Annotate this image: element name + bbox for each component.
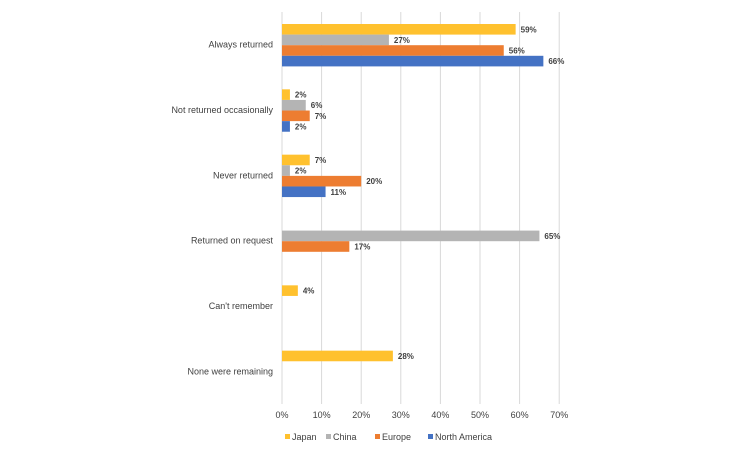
- bar-china: [282, 165, 290, 176]
- x-tick-label: 20%: [352, 410, 370, 420]
- data-label: 59%: [521, 25, 537, 34]
- data-label: 27%: [394, 36, 410, 45]
- bar-china: [282, 230, 540, 242]
- gridlines: [281, 12, 560, 404]
- data-label: 65%: [544, 232, 560, 241]
- category-label: Never returned: [213, 170, 273, 180]
- bar-japan: [282, 89, 290, 100]
- category-label: Always returned: [208, 40, 273, 50]
- x-tick-label: 60%: [511, 410, 529, 420]
- legend-swatch: [428, 434, 433, 439]
- x-axis-tick-labels: 0% 10% 20% 30% 40% 50% 60% 70%: [275, 410, 568, 420]
- x-tick-label: 30%: [392, 410, 410, 420]
- bar-japan: [282, 350, 393, 362]
- data-label: 7%: [315, 112, 327, 121]
- legend-label: North America: [435, 432, 492, 442]
- data-label: 2%: [295, 167, 307, 176]
- data-label: 56%: [509, 47, 525, 56]
- bar-japan: [282, 154, 310, 166]
- bar-europe: [282, 45, 504, 56]
- bar-series: 59% 2% 7% 4% 28% 27% 6% 2% 65% 56% 7% 20% 17% 66% 2% 11…: [282, 24, 564, 362]
- data-label: 4%: [303, 287, 315, 296]
- legend-swatch: [375, 434, 380, 439]
- bar-china: [282, 34, 389, 46]
- category-label: Returned on request: [191, 236, 274, 246]
- bar-north-america: [282, 55, 544, 67]
- legend-swatch: [285, 434, 290, 439]
- x-tick-label: 50%: [471, 410, 489, 420]
- legend: Japan China Europe North America: [285, 432, 492, 442]
- bar-china: [282, 99, 306, 111]
- bar-europe: [282, 110, 310, 122]
- data-label: 7%: [315, 156, 327, 165]
- data-label: 66%: [548, 57, 564, 66]
- x-tick-label: 40%: [431, 410, 449, 420]
- x-tick-label: 0%: [275, 410, 288, 420]
- data-label: 11%: [331, 188, 347, 197]
- x-tick-label: 70%: [550, 410, 568, 420]
- legend-label: China: [333, 432, 357, 442]
- category-labels: Always returned Not returned occasionally…: [171, 40, 273, 377]
- data-label: 2%: [295, 122, 307, 131]
- bar-north-america: [282, 186, 326, 198]
- category-label: Not returned occasionally: [171, 105, 273, 115]
- data-label: 6%: [311, 101, 323, 110]
- bar-europe: [282, 175, 362, 187]
- data-label: 28%: [398, 352, 414, 361]
- legend-label: Japan: [292, 432, 317, 442]
- bar-japan: [282, 24, 516, 35]
- category-label: Can't remember: [209, 301, 273, 311]
- data-label: 2%: [295, 91, 307, 100]
- data-label: 20%: [366, 177, 382, 186]
- x-tick-label: 10%: [313, 410, 331, 420]
- legend-label: Europe: [382, 432, 411, 442]
- category-label: None were remaining: [187, 366, 273, 376]
- legend-swatch: [326, 434, 331, 439]
- bar-europe: [282, 241, 350, 252]
- data-label: 17%: [354, 243, 370, 252]
- bar-japan: [282, 285, 298, 296]
- bar-north-america: [282, 121, 290, 132]
